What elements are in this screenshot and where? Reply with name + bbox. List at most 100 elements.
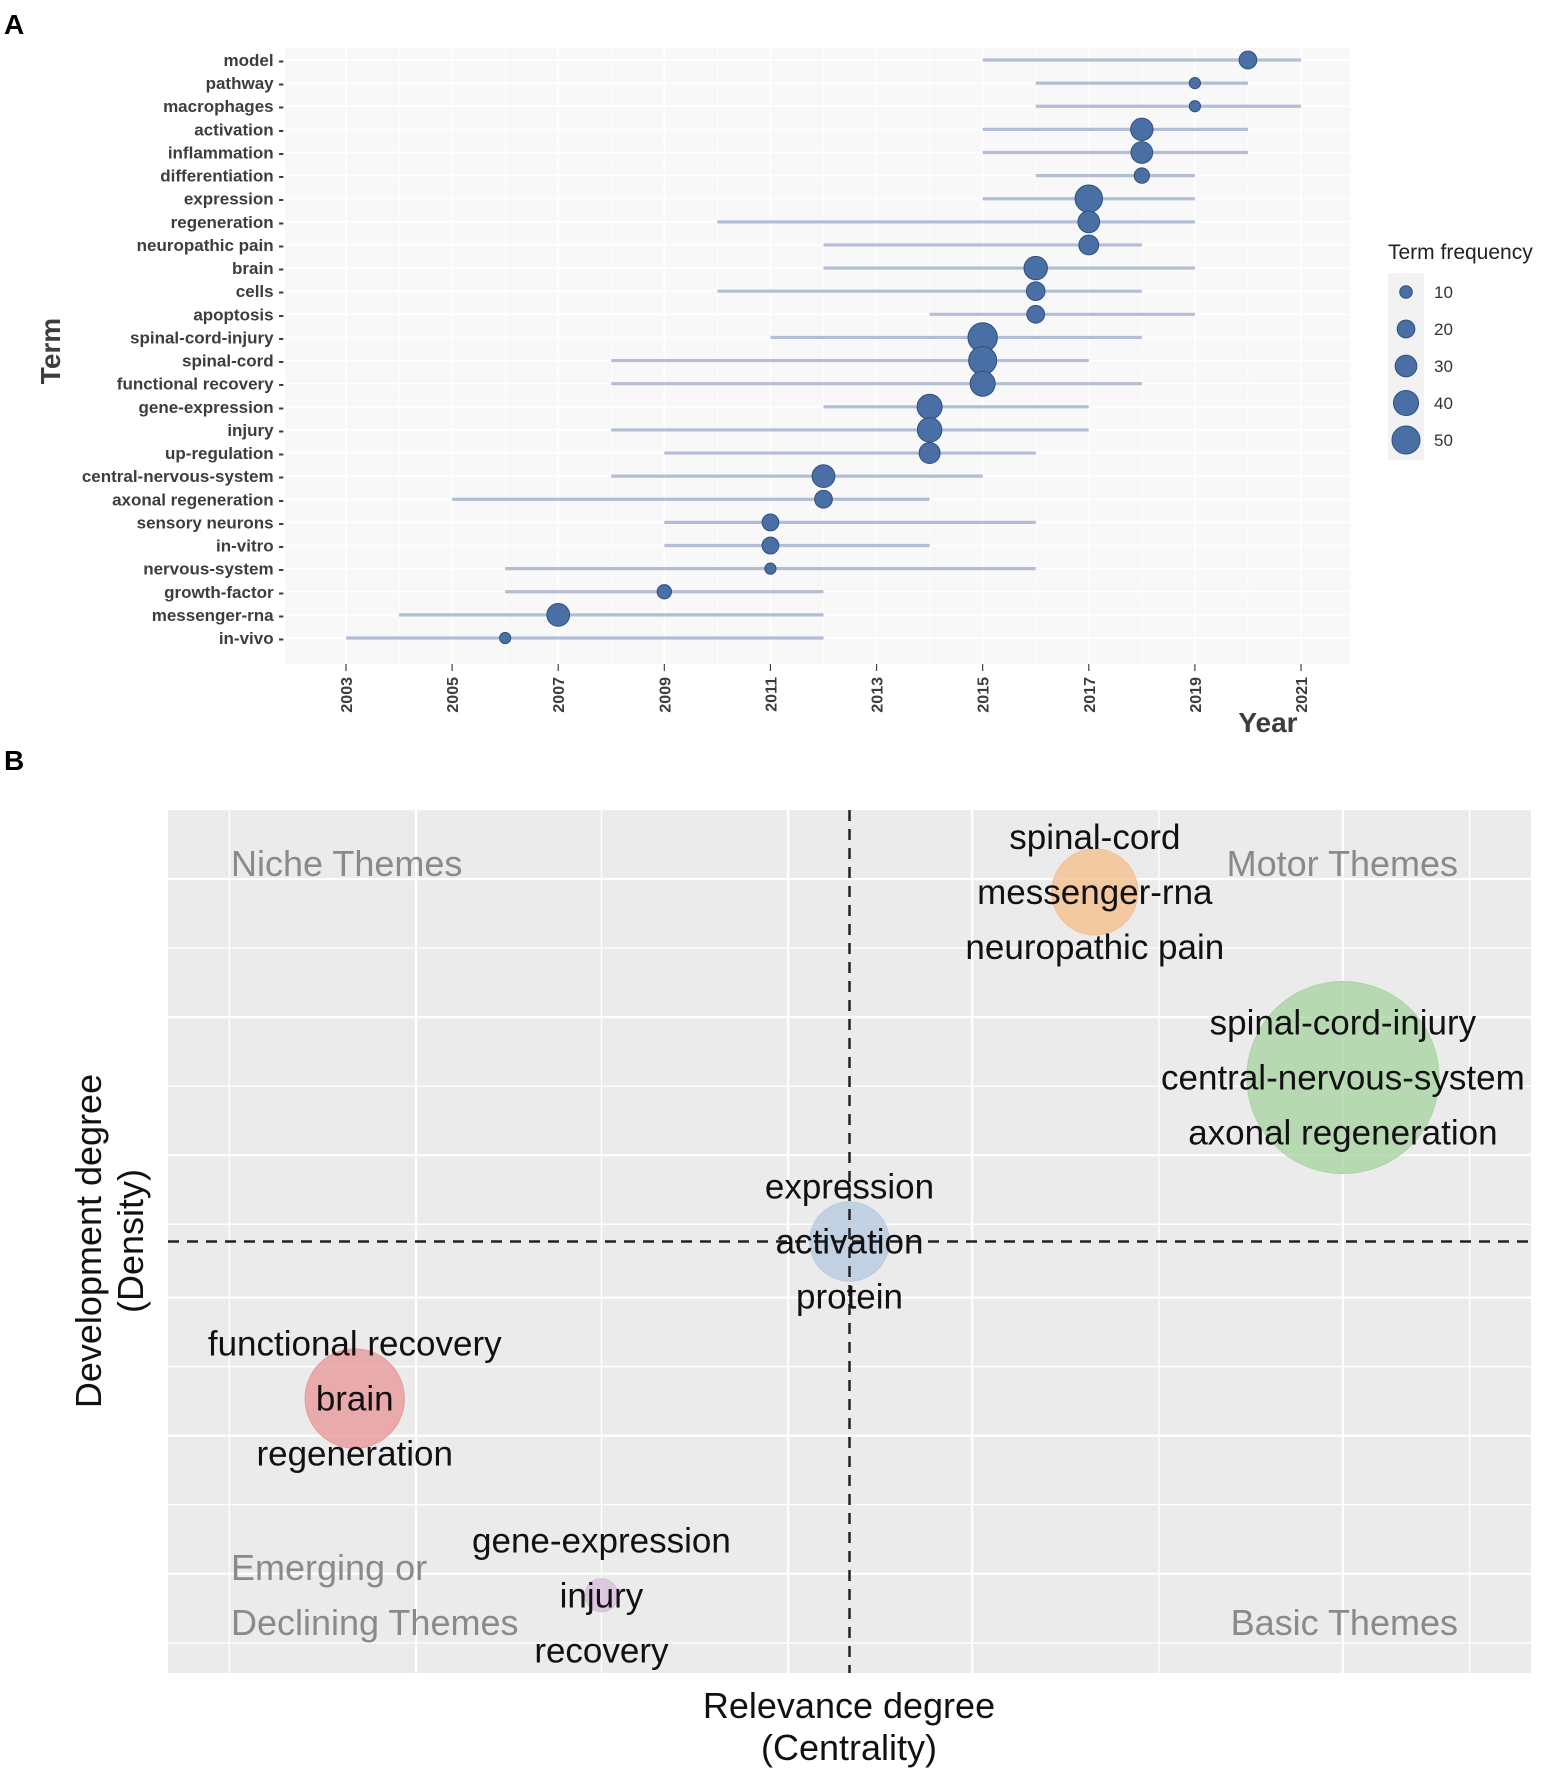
x-axis-title-line-2: (Centrality) [761,1727,937,1768]
term-bubble [1133,167,1151,184]
quadrant-label-emerging-line-2: Declining Themes [231,1602,518,1643]
year-tick-label: 2005 [445,677,462,713]
year-tick-label: 2007 [551,677,568,713]
cluster-term-label: recovery [534,1631,669,1670]
legend-bubble [1396,319,1416,339]
term-label: differentiation - [160,167,284,186]
term-label: growth-factor - [164,583,284,602]
term-bubble [761,513,780,532]
size-legend: Term frequency 10 20 30 40 50 [1388,241,1533,460]
term-label: up-regulation - [165,444,284,463]
year-tick-label: 2019 [1188,677,1205,713]
legend-bubble [1392,389,1420,417]
term-bubble [656,584,672,600]
term-bubble [1025,281,1046,301]
term-label: in-vivo - [219,629,284,648]
cluster-term-label: activation [776,1223,924,1262]
cluster-bubble [304,1348,405,1449]
quadrant-label-basic: Basic Themes [1231,1602,1458,1643]
term-frequency-bubbles [499,50,1258,645]
year-tick-label: 2011 [763,677,780,712]
term-label: messenger-rna - [152,606,284,625]
year-tick-label: 2003 [339,677,356,713]
legend-bubble [1391,425,1421,455]
term-label: brain - [232,259,284,278]
term-label: nervous-system - [143,560,284,579]
cluster-term-label: spinal-cord-injury [1210,1004,1477,1043]
legend-label: 20 [1434,320,1453,339]
legend-label: 30 [1434,357,1453,376]
quadrant-label-motor: Motor Themes [1227,843,1458,884]
term-bubble [1130,141,1154,164]
term-bubble [1188,100,1201,113]
quadrant-label-niche: Niche Themes [231,843,462,884]
term-bubble [1188,77,1201,90]
term-label: cells - [236,282,284,301]
year-ticks: 2003 2005 2007 2009 2011 2013 2015 2017 2019 2021 [339,664,1311,713]
year-tick-label: 2021 [1294,677,1311,713]
panel-a-letter: A [4,9,24,40]
cluster-term-label: brain [316,1380,394,1419]
y-axis-title: Term [35,318,66,384]
panel-b-letter: B [4,745,24,776]
cluster-term-label: injury [560,1576,644,1615]
term-label: regeneration - [171,213,284,232]
quadrant-label-emerging-line-1: Emerging or [231,1547,427,1588]
cluster-term-label: neuropathic pain [965,928,1224,967]
legend-bubble [1394,354,1418,378]
term-label: neuropathic pain - [137,236,284,255]
x-axis-title: Year [1238,707,1297,738]
term-bubble [1078,234,1100,256]
term-bubble [918,442,941,465]
cluster-term-label: functional recovery [208,1325,502,1364]
term-label: macrophages - [163,97,284,116]
term-bubble [814,489,833,509]
term-label: in-vitro - [216,537,284,556]
term-bubble [1026,304,1046,324]
term-bubble [1130,117,1154,142]
term-bubble [1238,50,1258,70]
term-label: sensory neurons - [137,513,284,532]
term-label: functional recovery - [117,375,284,394]
term-bubble [968,346,998,376]
cluster-term-label: gene-expression [472,1521,731,1560]
year-tick-label: 2017 [1082,677,1099,713]
term-label: axonal regeneration - [112,490,284,509]
cluster-bubble [1246,980,1440,1175]
term-label: spinal-cord - [182,352,284,371]
x-axis-title-line-1: Relevance degree [703,1685,995,1726]
term-labels: model - pathway - macrophages - activation … [82,51,284,648]
legend-items: 10 20 30 40 50 [1391,283,1453,455]
term-label: expression - [184,190,284,209]
year-tick-label: 2013 [870,677,887,713]
thematic-map-chart: Niche Themes Motor Themes Emerging or De… [68,810,1531,1768]
legend-label: 40 [1434,394,1453,413]
cluster-term-label: messenger-rna [977,873,1213,912]
term-label: central-nervous-system - [82,467,284,486]
term-bubble [969,370,996,397]
term-bubble [761,536,780,555]
y-axis-title-line-1: Development degree [68,1074,109,1408]
term-bubble [811,464,836,489]
year-tick-label: 2009 [657,677,674,713]
term-bubble [1074,184,1103,213]
trend-topics-chart: model - pathway - macrophages - activation … [35,48,1533,738]
term-bubble [764,562,777,575]
term-bubble [546,603,571,627]
legend-label: 50 [1434,431,1453,450]
quadrant-labels: Niche Themes Motor Themes Emerging or De… [231,843,1458,1643]
cluster-term-label: spinal-cord [1009,818,1180,857]
cluster-term-label: regeneration [256,1435,453,1474]
term-bubble [499,631,512,645]
term-bubble [1077,210,1101,234]
term-range-lines [346,58,1301,640]
cluster-bubble [1051,848,1139,936]
term-label: pathway - [206,74,284,93]
term-label: apoptosis - [193,305,284,324]
cluster-term-label: axonal regeneration [1188,1114,1497,1153]
cluster-term-labels: spinal-cord messenger-rna neuropathic pain… [208,818,1525,1670]
term-label: spinal-cord-injury - [130,328,284,347]
cluster-bubble [584,1578,619,1613]
